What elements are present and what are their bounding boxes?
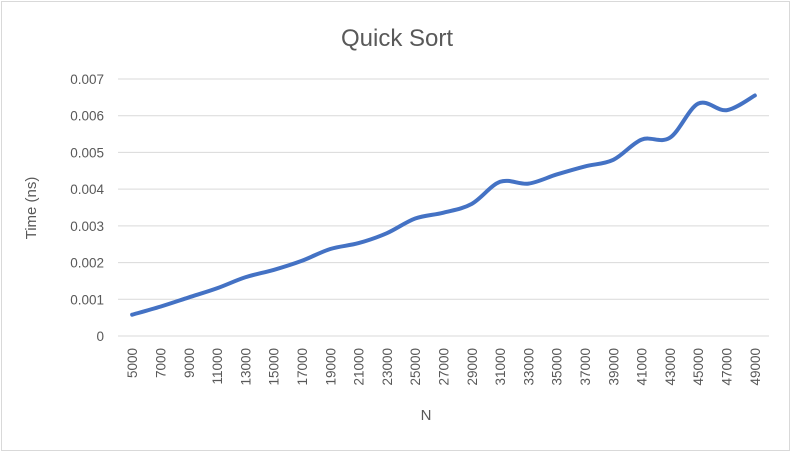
x-tick-label: 11000 (210, 348, 225, 385)
x-tick-label: 31000 (493, 348, 508, 386)
x-tick-label: 39000 (606, 348, 621, 386)
y-tick-label: 0.002 (70, 256, 104, 271)
x-tick-label: 41000 (635, 348, 650, 386)
y-tick-label: 0.004 (70, 182, 104, 197)
y-axis-ticks: 0 0.001 0.002 0.003 0.004 0.005 0.006 0.007 (70, 72, 104, 344)
series-layer (130, 93, 757, 317)
y-tick-label: 0.003 (70, 219, 104, 234)
x-tick-label: 47000 (720, 348, 735, 386)
y-tick-label: 0.001 (70, 292, 104, 307)
x-tick-label: 33000 (521, 348, 536, 386)
x-tick-label: 9000 (182, 348, 197, 378)
x-tick-label: 45000 (691, 348, 706, 386)
x-tick-label: 49000 (748, 348, 763, 386)
y-tick-label: 0 (96, 329, 104, 344)
x-tick-label: 37000 (578, 348, 593, 386)
x-axis-ticks: 5000 7000 9000 11000 13000 15000 17000 19000 210… (125, 348, 763, 386)
x-tick-label: 23000 (380, 348, 395, 386)
x-tick-label: 17000 (295, 348, 310, 386)
x-tick-label: 13000 (238, 348, 253, 386)
y-tick-label: 0.007 (70, 72, 104, 87)
x-tick-label: 15000 (267, 348, 282, 386)
x-tick-label: 29000 (465, 348, 480, 386)
y-axis-title: Time (ns) (23, 177, 40, 240)
x-tick-label: 43000 (663, 348, 678, 386)
x-axis-title: N (421, 407, 432, 424)
x-tick-label: 5000 (125, 348, 140, 378)
series-line (130, 93, 757, 317)
x-tick-label: 27000 (437, 348, 452, 386)
x-tick-label: 21000 (352, 348, 367, 386)
y-tick-label: 0.006 (70, 109, 104, 124)
x-tick-label: 35000 (550, 348, 565, 386)
x-tick-label: 25000 (408, 348, 423, 386)
x-tick-label: 19000 (323, 348, 338, 386)
y-tick-label: 0.005 (70, 145, 104, 160)
gridlines (118, 78, 769, 337)
x-tick-label: 7000 (153, 348, 168, 378)
chart-title: Quick Sort (341, 25, 453, 52)
